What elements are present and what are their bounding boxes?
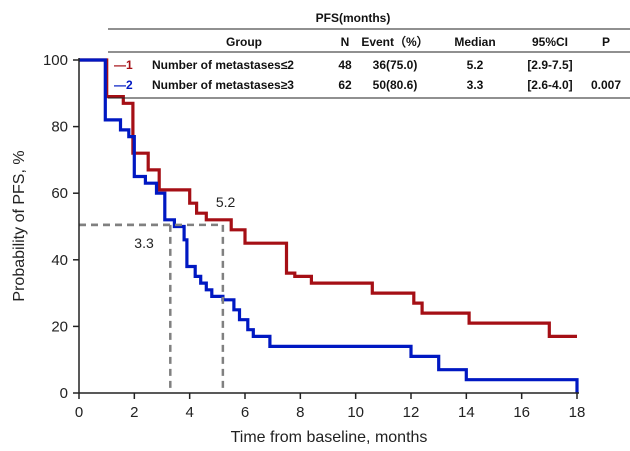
table-cell-p: 0.007 <box>591 78 621 92</box>
table-cell-event: 36(75.0) <box>373 58 418 72</box>
series-line-1 <box>79 58 577 338</box>
table-row-marker: —1 <box>114 58 133 72</box>
table-cell-n: 62 <box>338 78 352 92</box>
series-line-2 <box>79 58 579 393</box>
y-tick-label: 80 <box>51 119 68 136</box>
x-tick-label: 10 <box>347 404 364 421</box>
x-axis-title: Time from baseline, months <box>231 429 428 446</box>
table-header: Median <box>454 35 495 49</box>
median-label-5.2: 5.2 <box>216 194 236 210</box>
y-tick-label: 60 <box>51 185 68 202</box>
table-header: Event（%） <box>361 34 428 49</box>
table-header: P <box>602 35 610 49</box>
x-tick-label: 6 <box>241 404 249 421</box>
table-cell-n: 48 <box>338 58 352 72</box>
table-header: N <box>341 35 350 49</box>
axis-ticks: 0 2 4 6 8 10 12 14 16 18 0 20 40 60 80 100 <box>43 52 585 421</box>
table-header: Group <box>226 35 262 49</box>
x-tick-label: 2 <box>130 404 138 421</box>
table-title: PFS(months) <box>316 11 391 25</box>
x-tick-label: 12 <box>403 404 420 421</box>
table-cell-group: Number of metastases≤2 <box>152 58 294 72</box>
table-cell-median: 3.3 <box>467 78 484 92</box>
table-row-marker: —2 <box>114 78 133 92</box>
y-tick-label: 40 <box>51 252 68 269</box>
x-tick-label: 0 <box>75 404 83 421</box>
y-tick-label: 20 <box>51 318 68 335</box>
table-cell-ci: [2.9-7.5] <box>527 58 572 72</box>
table-header: 95%CI <box>532 35 568 49</box>
table-cell-group: Number of metastases≥3 <box>152 78 294 92</box>
median-reference-lines: 3.3 5.2 <box>79 194 236 393</box>
y-axis-title: Probability of PFS, % <box>11 150 28 301</box>
table-cell-median: 5.2 <box>467 58 484 72</box>
x-tick-label: 18 <box>569 404 586 421</box>
table-cell-ci: [2.6-4.0] <box>527 78 572 92</box>
axes <box>78 58 579 394</box>
median-label-3.3: 3.3 <box>134 235 154 251</box>
x-tick-label: 4 <box>185 404 193 421</box>
y-tick-label: 100 <box>43 52 68 69</box>
survival-curves <box>79 58 579 393</box>
inset-table: PFS(months) Group N Event（%） Median 95%CI P —1 N… <box>108 11 630 99</box>
y-tick-label: 0 <box>60 385 68 402</box>
table-cell-event: 50(80.6) <box>373 78 418 92</box>
x-tick-label: 14 <box>458 404 475 421</box>
x-tick-label: 8 <box>296 404 304 421</box>
x-tick-label: 16 <box>513 404 530 421</box>
